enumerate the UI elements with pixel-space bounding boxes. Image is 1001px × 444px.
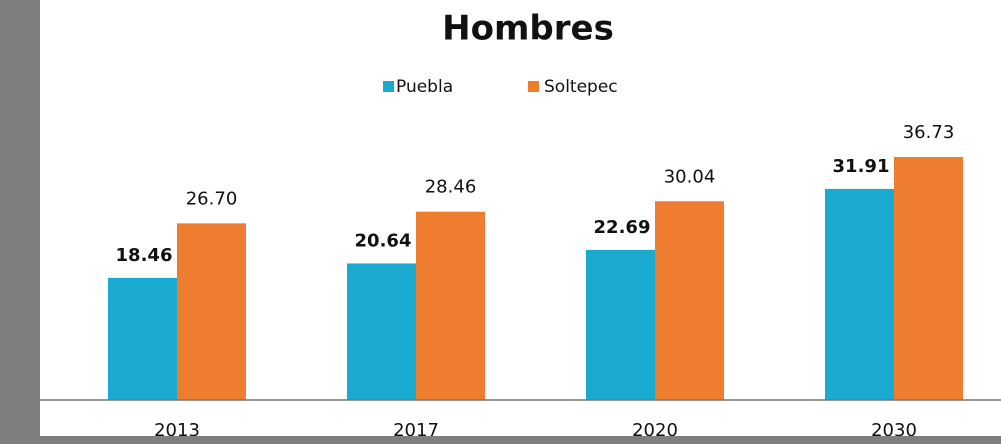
x-tick-label: 2013 (154, 420, 200, 441)
data-label: 20.64 (355, 230, 412, 251)
data-label: 18.46 (116, 245, 173, 266)
bar (416, 211, 485, 400)
legend-label: Soltepec (544, 77, 618, 97)
bar (108, 277, 177, 400)
bar (894, 157, 963, 400)
x-tick-label: 2030 (871, 420, 917, 441)
data-label: 31.91 (833, 156, 890, 177)
data-label: 36.73 (903, 122, 955, 143)
legend-swatch (383, 81, 394, 92)
bar (586, 249, 655, 400)
data-label: 22.69 (594, 217, 651, 238)
bar (347, 263, 416, 400)
data-label: 26.70 (186, 188, 238, 209)
x-tick-label: 2020 (632, 420, 678, 441)
legend-label: Puebla (396, 77, 453, 97)
chart-title: Hombres (442, 9, 614, 49)
bar (825, 188, 894, 400)
bottom-border (40, 436, 1001, 444)
data-label: 30.04 (664, 166, 716, 187)
bar (177, 223, 246, 400)
bar (655, 201, 724, 400)
left-border (0, 0, 40, 444)
data-label: 28.46 (425, 177, 477, 198)
legend-swatch (528, 81, 539, 92)
x-tick-label: 2017 (393, 420, 439, 441)
